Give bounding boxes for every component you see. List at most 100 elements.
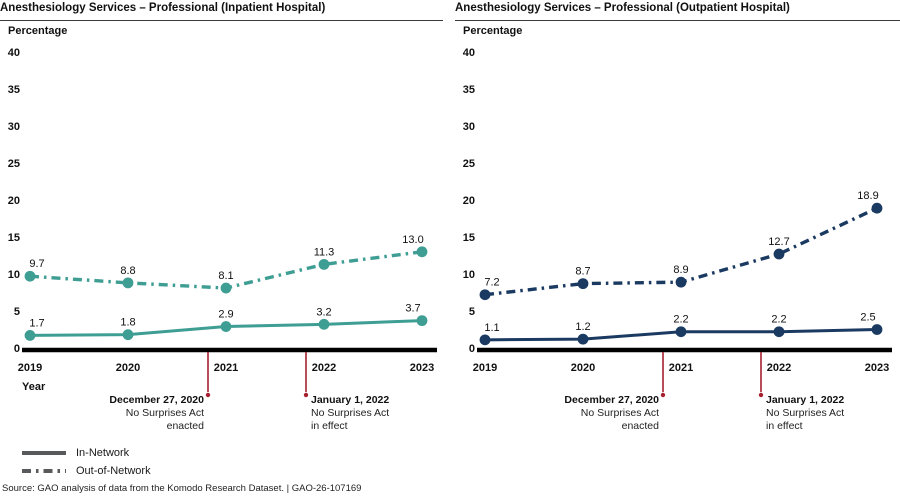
panel-outpatient: Anesthesiology Services – Professional (… — [455, 0, 900, 498]
data-point-marker — [318, 258, 330, 270]
legend-label: In-Network — [76, 447, 130, 459]
data-point-label: 11.3 — [314, 246, 335, 258]
y-axis-tick-label: 25 — [463, 158, 475, 170]
x-axis-year-label: 2021 — [669, 362, 693, 374]
data-point-label: 3.7 — [405, 303, 420, 315]
data-point-label: 12.7 — [768, 236, 789, 248]
data-point-marker — [122, 277, 134, 289]
y-axis-tick-label: 25 — [8, 158, 20, 170]
data-point-marker — [220, 282, 232, 294]
data-point-marker — [416, 315, 428, 327]
annotation-text: No Surprises Act — [766, 407, 844, 419]
y-axis-title: Percentage — [8, 25, 68, 37]
annotation-text: in effect — [766, 420, 803, 432]
dash-dot-line-icon — [22, 469, 66, 473]
x-axis-year-label: 2023 — [410, 362, 434, 374]
solid-line-icon — [22, 451, 66, 455]
y-axis-tick-label: 40 — [463, 47, 475, 59]
annotation-text: No Surprises Act — [311, 407, 389, 419]
source-note: Source: GAO analysis of data from the Ko… — [2, 483, 362, 494]
annotation-date: December 27, 2020 — [564, 394, 659, 406]
annotation-text: No Surprises Act — [126, 407, 204, 419]
annotation-text: enacted — [167, 420, 205, 432]
panel-title-inpatient: Anesthesiology Services – Professional (… — [0, 2, 443, 21]
data-point-marker — [24, 270, 36, 282]
data-point-marker — [773, 326, 785, 338]
y-axis-tick-label: 35 — [8, 84, 20, 96]
data-point-marker — [416, 246, 428, 258]
annotation-marker-dot — [660, 392, 666, 398]
data-point-label: 9.7 — [29, 258, 44, 270]
data-point-marker — [479, 334, 491, 346]
y-axis-tick-label: 15 — [463, 232, 475, 244]
data-point-label: 1.2 — [575, 321, 590, 333]
annotation-text: enacted — [622, 420, 660, 432]
legend-item-out-of-network: Out-of-Network — [22, 462, 151, 480]
data-point-marker — [577, 278, 589, 290]
y-axis-tick-label: 30 — [8, 121, 20, 133]
annotation-text: in effect — [311, 420, 348, 432]
data-point-marker — [122, 329, 134, 341]
annotation-marker-dot — [205, 392, 211, 398]
annotation-marker-dot — [758, 392, 764, 398]
data-point-label: 7.2 — [484, 277, 499, 289]
data-point-marker — [479, 289, 491, 301]
y-axis-title: Percentage — [463, 25, 523, 37]
y-axis-tick-label: 5 — [469, 306, 475, 318]
annotation-date: January 1, 2022 — [766, 394, 844, 406]
data-point-label: 1.1 — [484, 322, 499, 334]
y-axis-tick-label: 40 — [8, 47, 20, 59]
x-axis-year-label: 2021 — [214, 362, 238, 374]
data-point-label: 2.9 — [218, 309, 233, 321]
data-point-label: 3.2 — [316, 306, 331, 318]
data-point-marker — [24, 330, 36, 341]
x-axis-year-label: 2019 — [18, 362, 42, 374]
x-axis-year-label: 2019 — [473, 362, 497, 374]
data-point-label: 1.8 — [120, 317, 135, 329]
y-axis-tick-label: 15 — [8, 232, 20, 244]
y-axis-tick-label: 30 — [463, 121, 475, 133]
annotation-date: January 1, 2022 — [311, 394, 389, 406]
line-chart-inpatient: 0 5 10 15 20 25 30 35 40 2019 2020 2021 2022 2023 Year… — [8, 47, 437, 432]
x-axis-year-label: 2022 — [312, 362, 336, 374]
legend-item-in-network: In-Network — [22, 444, 151, 462]
data-point-label: 8.9 — [673, 264, 688, 276]
y-axis-tick-label: 0 — [469, 343, 475, 355]
panel-title-outpatient: Anesthesiology Services – Professional (… — [455, 2, 900, 21]
data-point-label: 8.7 — [575, 266, 590, 278]
data-point-marker — [675, 276, 687, 288]
y-axis-tick-label: 20 — [8, 195, 20, 207]
data-point-label: 2.2 — [771, 314, 786, 326]
x-axis-year-label: 2023 — [865, 362, 889, 374]
data-point-label: 13.0 — [402, 234, 423, 246]
data-point-marker — [871, 324, 883, 335]
y-axis-tick-label: 20 — [463, 195, 475, 207]
data-point-label: 2.2 — [673, 314, 688, 326]
annotation-date: December 27, 2020 — [109, 394, 204, 406]
data-point-label: 2.5 — [860, 312, 875, 324]
y-axis-tick-label: 0 — [14, 343, 20, 355]
panel-inpatient: Anesthesiology Services – Professional (… — [0, 0, 443, 498]
data-point-marker — [318, 318, 330, 330]
data-point-label: 8.8 — [120, 265, 135, 277]
legend: In-Network Out-of-Network — [22, 444, 151, 480]
y-axis-tick-label: 10 — [8, 269, 20, 281]
x-axis-title: Year — [22, 381, 46, 393]
line-chart-outpatient: 0 5 10 15 20 25 30 35 40 2019 2020 2021 2022 2023 Dece… — [463, 47, 892, 432]
x-axis-year-label: 2022 — [767, 362, 791, 374]
annotation-text: No Surprises Act — [581, 407, 659, 419]
y-axis-tick-label: 35 — [463, 84, 475, 96]
data-point-marker — [577, 333, 589, 345]
y-axis-tick-label: 5 — [14, 306, 20, 318]
legend-label: Out-of-Network — [76, 465, 151, 477]
y-axis-tick-label: 10 — [463, 269, 475, 281]
data-point-label: 8.1 — [218, 270, 233, 282]
data-point-label: 1.7 — [29, 317, 44, 329]
data-point-label: 18.9 — [857, 190, 878, 202]
x-axis-year-label: 2020 — [116, 362, 140, 374]
data-point-marker — [773, 248, 785, 260]
annotation-marker-dot — [303, 392, 309, 398]
data-point-marker — [220, 321, 232, 332]
data-point-marker — [675, 326, 687, 338]
